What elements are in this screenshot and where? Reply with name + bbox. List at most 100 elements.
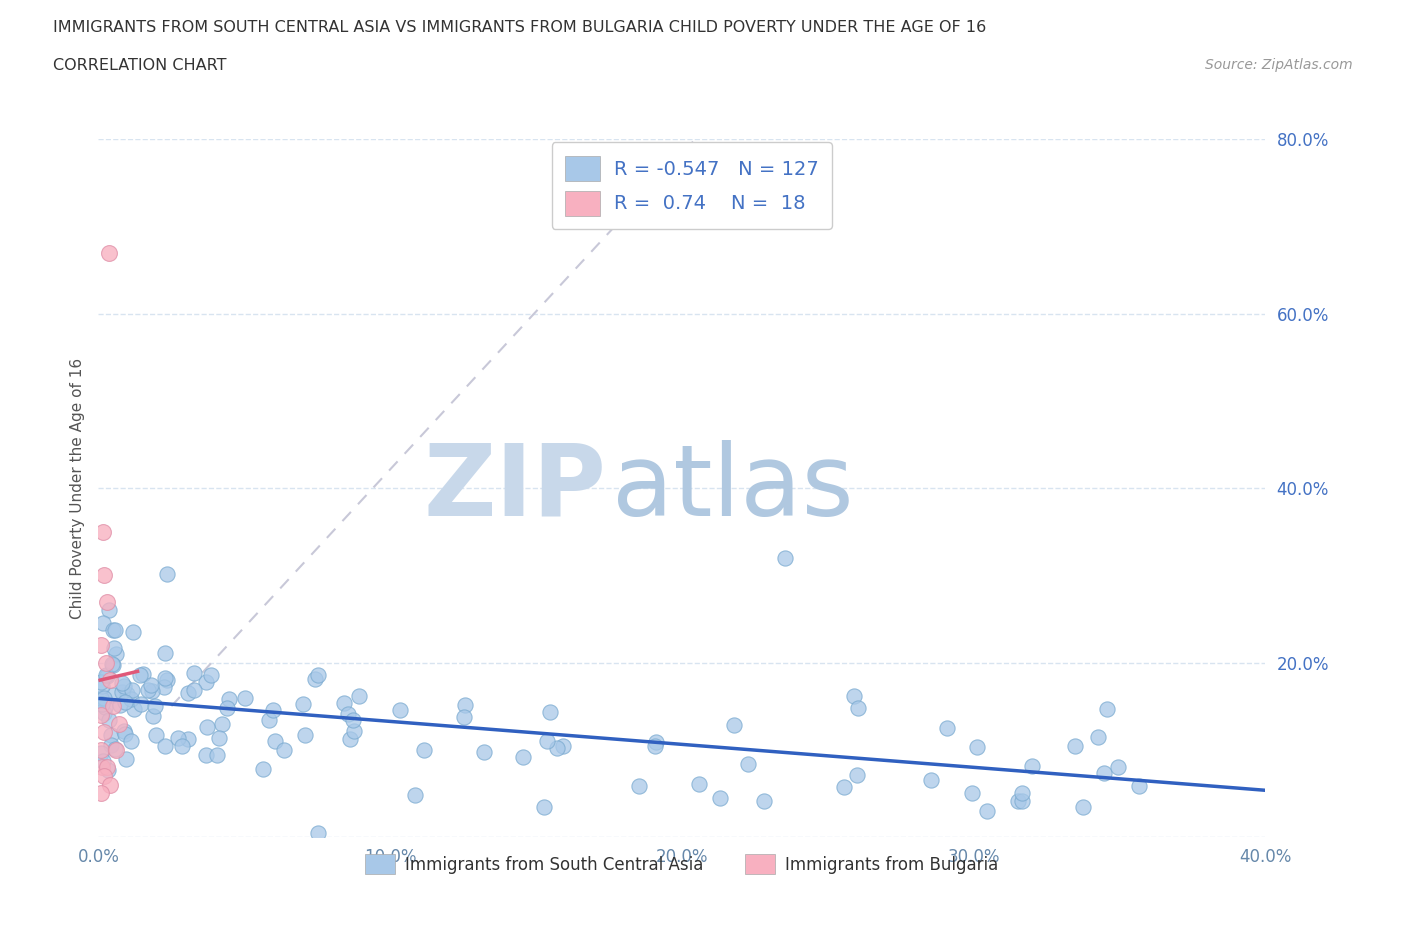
Point [114, 695, 136, 710]
Point [512, 750, 534, 764]
Point [112, 724, 135, 738]
Point [98, 713, 121, 728]
Legend: Immigrants from South Central Asia, Immigrants from Bulgaria: Immigrants from South Central Asia, Immi… [359, 847, 1005, 881]
Point [124, 702, 146, 717]
Point [195, 674, 218, 689]
Point [93, 725, 115, 740]
Point [110, 675, 132, 690]
Point [920, 773, 942, 788]
Point [453, 698, 475, 712]
Point [114, 751, 136, 766]
Point [110, 698, 132, 712]
Point [1071, 800, 1094, 815]
Point [153, 679, 176, 694]
Point [333, 696, 356, 711]
Point [688, 777, 710, 792]
Point [413, 742, 436, 757]
Point [1007, 793, 1029, 808]
Point [966, 739, 988, 754]
Point [121, 625, 143, 640]
Point [294, 728, 316, 743]
Point [112, 678, 135, 693]
Point [307, 668, 329, 683]
Point [132, 667, 155, 682]
Point [94, 699, 117, 714]
Point [252, 762, 274, 777]
Point [343, 724, 366, 738]
Point [115, 686, 138, 701]
Point [120, 734, 142, 749]
Point [218, 691, 240, 706]
Point [96, 669, 118, 684]
Point [90, 786, 112, 801]
Y-axis label: Child Poverty Under the Age of 16: Child Poverty Under the Age of 16 [69, 358, 84, 618]
Point [1128, 778, 1150, 793]
Point [93, 568, 115, 583]
Point [1011, 786, 1033, 801]
Point [90, 679, 112, 694]
Point [183, 665, 205, 680]
Point [723, 718, 745, 733]
Point [546, 741, 568, 756]
Point [153, 671, 176, 686]
Point [155, 645, 177, 660]
Point [139, 678, 162, 693]
Point [292, 697, 315, 711]
Text: atlas: atlas [612, 440, 853, 537]
Point [104, 742, 127, 757]
Point [101, 688, 124, 703]
Point [1087, 730, 1109, 745]
Point [273, 742, 295, 757]
Point [111, 684, 134, 699]
Point [91, 616, 114, 631]
Point [645, 735, 668, 750]
Point [1095, 702, 1118, 717]
Point [976, 804, 998, 818]
Point [349, 688, 371, 703]
Point [90, 691, 112, 706]
Point [91, 525, 114, 539]
Point [307, 825, 329, 840]
Point [1092, 766, 1115, 781]
Point [846, 700, 869, 715]
Point [103, 623, 125, 638]
Point [142, 709, 165, 724]
Point [846, 767, 869, 782]
Point [217, 700, 239, 715]
Point [342, 712, 364, 727]
Point [709, 791, 731, 806]
Point [141, 684, 163, 698]
Point [183, 683, 205, 698]
Point [208, 730, 231, 745]
Point [257, 712, 280, 727]
Point [404, 788, 426, 803]
Point [737, 756, 759, 771]
Point [114, 726, 136, 741]
Point [842, 688, 865, 703]
Point [136, 683, 159, 698]
Point [90, 708, 112, 723]
Point [90, 697, 112, 711]
Point [935, 721, 957, 736]
Text: Source: ZipAtlas.com: Source: ZipAtlas.com [1205, 58, 1353, 72]
Point [120, 691, 142, 706]
Point [101, 657, 124, 671]
Point [90, 638, 112, 653]
Point [177, 685, 200, 700]
Point [156, 672, 179, 687]
Point [128, 668, 150, 683]
Point [94, 656, 117, 671]
Point [145, 698, 167, 713]
Point [103, 658, 125, 672]
Point [91, 753, 114, 768]
Point [536, 734, 558, 749]
Point [960, 786, 983, 801]
Point [156, 566, 179, 581]
Point [104, 647, 127, 662]
Point [205, 747, 228, 762]
Point [103, 641, 125, 656]
Point [339, 731, 361, 746]
Point [90, 760, 112, 775]
Point [1064, 738, 1087, 753]
Point [263, 734, 285, 749]
